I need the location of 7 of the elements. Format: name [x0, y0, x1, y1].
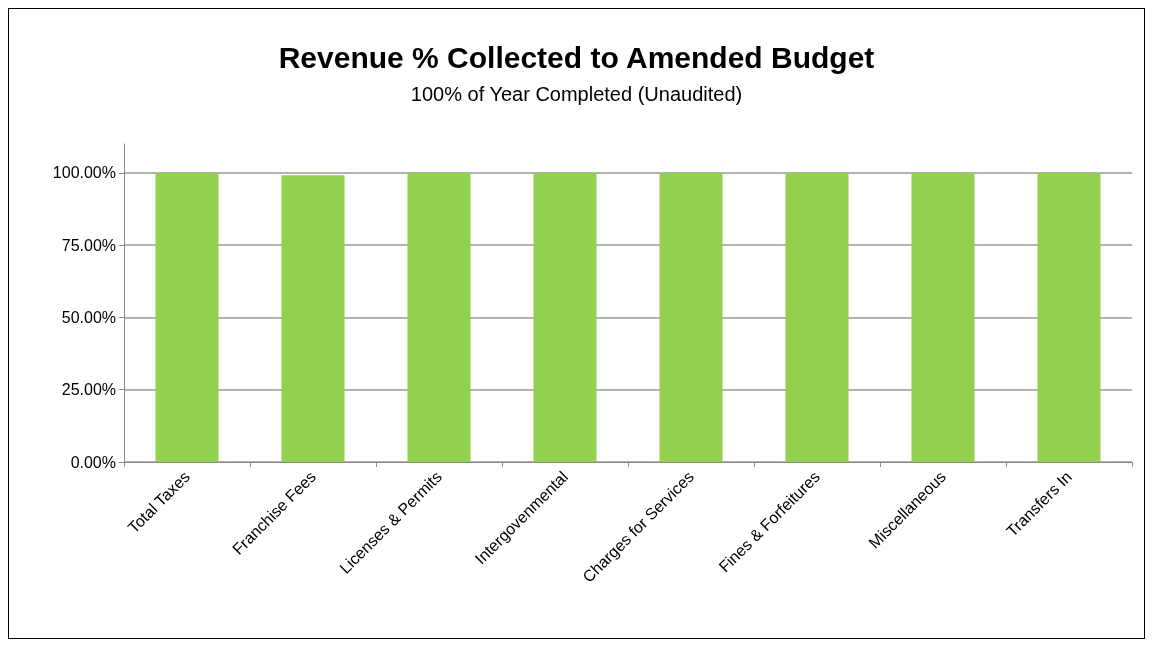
- y-tick-label: 25.00%: [61, 381, 116, 399]
- chart-title: Revenue % Collected to Amended Budget: [278, 40, 875, 74]
- y-tick-label: 100.00%: [52, 164, 116, 182]
- y-tick-label: 75.00%: [61, 236, 116, 254]
- y-tick-label: 50.00%: [61, 308, 116, 326]
- chart-subtitle: 100% of Year Completed (Unaudited): [410, 83, 743, 105]
- y-tick-label: 0.00%: [70, 453, 116, 471]
